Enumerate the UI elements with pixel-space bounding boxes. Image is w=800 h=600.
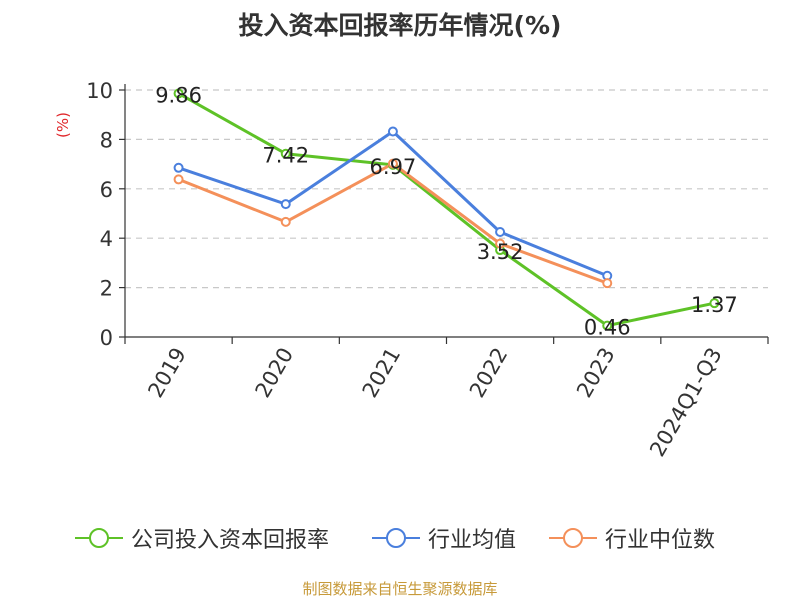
series-line	[178, 162, 608, 285]
legend-marker-green	[75, 528, 123, 548]
legend-marker-blue	[372, 528, 420, 548]
data-point	[602, 320, 613, 331]
data-label: 0.46	[584, 316, 631, 340]
series-layer	[173, 88, 720, 331]
legend-item-industry-median[interactable]: 行业中位数	[549, 520, 715, 556]
y-tick-label: 6	[100, 178, 113, 202]
axes: 0 2 4 6 8 10 2019 2020 2021 2022 2023 2024Q1-Q3	[86, 79, 769, 461]
x-tick-label: 2022	[465, 344, 513, 402]
x-tick-label: 2023	[572, 344, 620, 402]
data-point	[709, 298, 720, 309]
x-tick-label: 2021	[358, 344, 406, 402]
legend-item-company-roic[interactable]: 公司投入资本回报率	[75, 520, 329, 556]
y-tick-label: 8	[100, 128, 113, 152]
data-label: 7.42	[262, 144, 309, 168]
legend-marker-orange	[549, 528, 597, 548]
y-tick-label: 2	[100, 277, 113, 301]
data-label: 9.86	[155, 83, 202, 107]
data-labels: 9.86 7.42 6.97 3.52 0.46 1.37	[155, 83, 738, 339]
grid-lines	[125, 89, 768, 289]
y-tick-label: 10	[86, 79, 113, 103]
data-point	[173, 162, 184, 173]
chart-title: 投入资本回报率历年情况(%)	[238, 11, 562, 40]
data-label: 3.52	[477, 240, 524, 264]
legend-label: 公司投入资本回报率	[131, 528, 330, 553]
legend-label: 行业中位数	[605, 528, 716, 553]
data-point	[602, 278, 613, 289]
legend: 公司投入资本回报率 行业均值 行业中位数	[0, 520, 800, 556]
y-tick-label: 4	[100, 227, 113, 251]
legend-label: 行业均值	[428, 528, 517, 553]
data-point	[280, 148, 291, 159]
source-footer: 制图数据来自恒生聚源数据库	[302, 580, 498, 598]
x-tick-label: 2024Q1-Q3	[645, 344, 727, 461]
data-label: 6.97	[370, 155, 417, 179]
data-label: 1.37	[691, 293, 738, 317]
data-point	[495, 227, 506, 238]
legend-item-industry-mean[interactable]: 行业均值	[372, 520, 516, 556]
x-tick-label: 2020	[251, 344, 299, 402]
data-point	[387, 158, 398, 169]
data-point	[387, 126, 398, 137]
y-axis-label: (%)	[54, 112, 72, 138]
data-point	[280, 199, 291, 210]
data-point	[173, 174, 184, 185]
data-point	[173, 88, 184, 99]
data-point	[280, 216, 291, 227]
data-point	[495, 238, 506, 249]
x-tick-label: 2019	[143, 344, 191, 402]
series-line	[177, 92, 715, 328]
y-tick-label: 0	[100, 326, 113, 350]
